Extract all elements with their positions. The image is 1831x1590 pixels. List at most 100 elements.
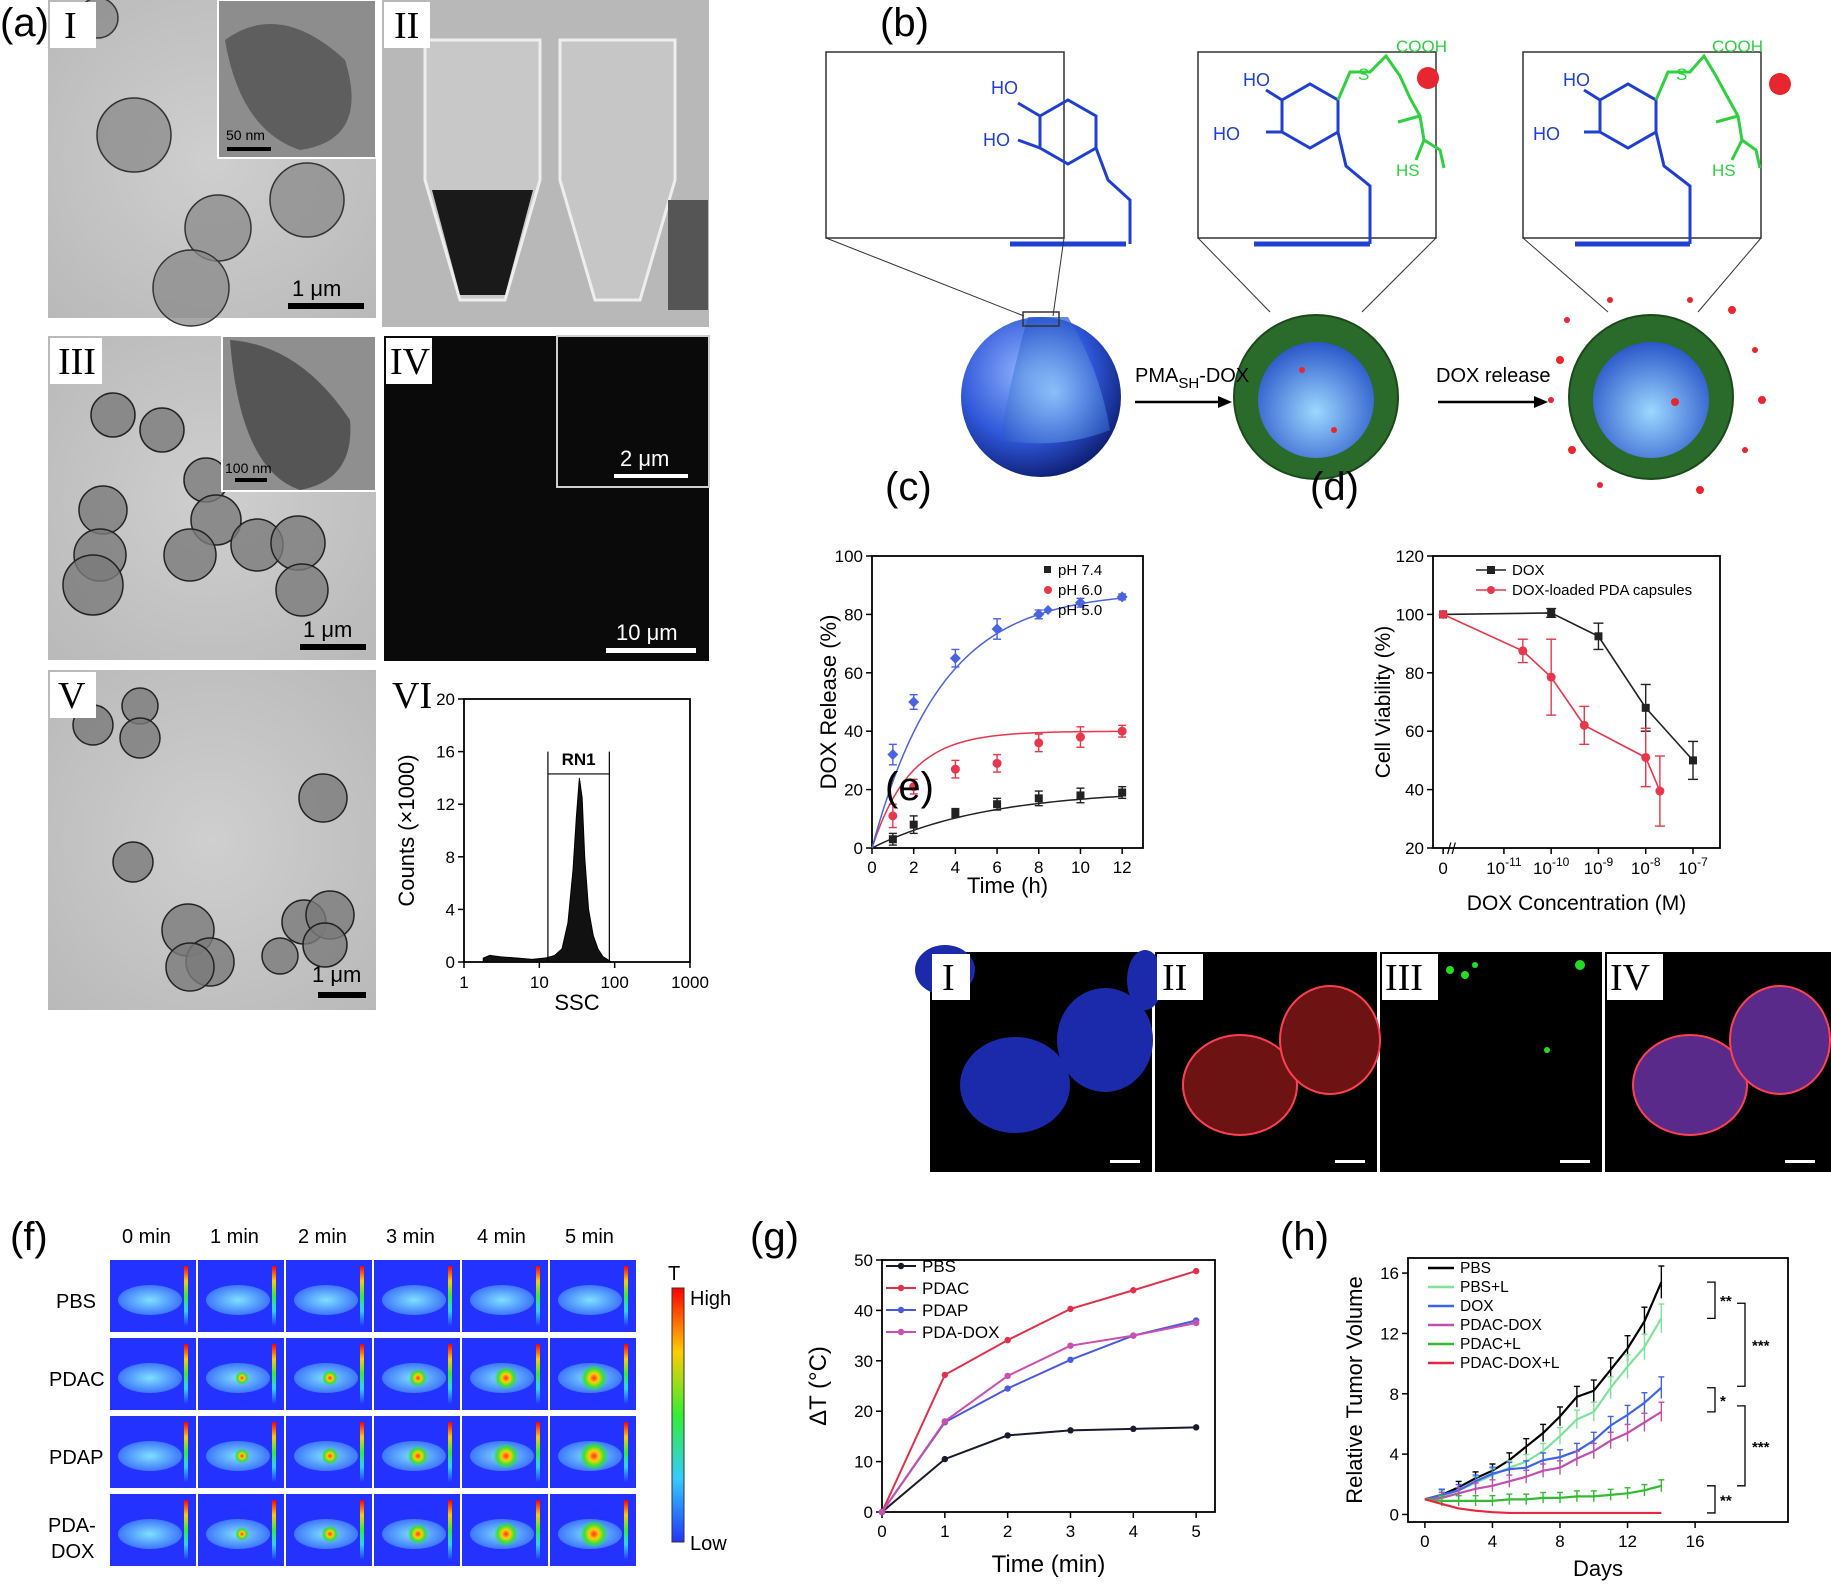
data-point: [888, 835, 897, 844]
cell-scale: [272, 1266, 276, 1326]
y-tick-label: 12: [436, 795, 455, 814]
molecule-box-3: [1522, 51, 1762, 239]
x-axis-label: DOX Concentration (M): [1467, 892, 1686, 915]
capsule-release-core: [1593, 342, 1709, 458]
data-point: [950, 764, 960, 774]
legend-label: PDAC+L: [1460, 1336, 1521, 1353]
x-tick-label: 12: [1113, 858, 1132, 877]
data-point: [1192, 1424, 1200, 1431]
cell-scale: [360, 1422, 364, 1482]
roman-bg-II: [384, 2, 430, 48]
tube-right: [558, 38, 677, 302]
hs-label-3: HS: [1712, 161, 1736, 180]
roman-a-II: II: [394, 5, 419, 47]
data-point: [1655, 786, 1665, 796]
x-tick-label: 4: [951, 858, 960, 877]
x-tick-label: 4: [1129, 1522, 1138, 1541]
data-point: [1034, 738, 1044, 748]
hot-spot: [235, 1527, 249, 1541]
x-tick-label: 10-7: [1678, 855, 1708, 878]
legend-label: pH 5.0: [1058, 602, 1102, 619]
scalebar-inset-I-label: 50 nm: [226, 127, 265, 143]
capsule-loaded-core: [1258, 342, 1374, 458]
data-point: [951, 808, 960, 817]
legend-marker: [1487, 566, 1495, 574]
data-point: [1641, 752, 1651, 762]
y-axis-label: Cell Viability (%): [1372, 626, 1395, 779]
cell-scale: [536, 1500, 540, 1560]
time-label-2: 2 min: [298, 1226, 347, 1248]
tube-left-content: [432, 190, 533, 295]
data-point: [1546, 672, 1556, 682]
significance-label: **: [1720, 1293, 1732, 1310]
data-point: [1688, 756, 1697, 765]
catechol-3: [1575, 82, 1692, 247]
significance-label: **: [1720, 1492, 1732, 1509]
series-line-0: [1443, 612, 1694, 761]
time-label-1: 1 min: [210, 1226, 259, 1248]
series-line-1: [1442, 613, 1661, 792]
scalebar-I-label: 1 μm: [292, 276, 341, 301]
capsules-I: [77, 0, 345, 327]
mouse-silhouette: [382, 1285, 446, 1315]
y-tick-label: 4: [1390, 1445, 1399, 1464]
panel-label-f: (f): [10, 1215, 48, 1259]
x-tick-label: 10-8: [1631, 855, 1661, 878]
cells-IV: [1632, 985, 1831, 1136]
x-tick-label: 0: [1420, 1532, 1429, 1551]
y-tick-label: 20: [436, 690, 455, 709]
mouse-silhouette: [118, 1519, 182, 1549]
release-chart: 0 20 40 60 80 100 DOX Release (%) Time (h) 0 2 4 6 8…: [816, 547, 1144, 898]
y-tick-label: 20: [1405, 839, 1424, 858]
data-point: [1118, 788, 1127, 797]
x-tick-label: 1000: [671, 973, 709, 992]
data-point: [1067, 1305, 1074, 1313]
pma-chain-3: [1654, 53, 1762, 169]
x-tick-label: 1: [459, 973, 468, 992]
legend-marker: [1044, 586, 1052, 594]
series-line-5: [1424, 1498, 1662, 1515]
data-point: [909, 820, 918, 829]
roman-bg-eIV: [1607, 954, 1663, 1000]
cell-scale: [184, 1266, 188, 1326]
ho-label-2a: HO: [1243, 70, 1270, 90]
row-label-pdac: PDAC: [49, 1369, 105, 1391]
legend-label: PBS: [1460, 1260, 1491, 1277]
time-label-5: 5 min: [565, 1226, 614, 1248]
y-tick-label: 120: [1396, 547, 1424, 566]
thermal-image-grid: [110, 1260, 636, 1566]
data-point: [1004, 1336, 1011, 1344]
x-axis-label: Time (min): [992, 1551, 1106, 1578]
ho-label-3a: HO: [1563, 70, 1590, 90]
legend-label: DOX-loaded PDA capsules: [1512, 582, 1692, 599]
legend-label: PBS: [922, 1257, 956, 1276]
photo-II-object: [668, 200, 708, 310]
x-tick-label: 8: [1555, 1532, 1564, 1551]
cell-scale: [448, 1422, 452, 1482]
axes-frame: [1407, 1257, 1789, 1523]
legend-marker: [897, 1262, 905, 1270]
data-point: [1547, 608, 1556, 617]
hot-spot: [407, 1445, 429, 1467]
y-tick-label: 8: [1390, 1385, 1399, 1404]
row-label-pdap: PDAP: [49, 1447, 103, 1469]
significance-bracket: [1707, 1485, 1716, 1514]
cell-scale: [448, 1344, 452, 1404]
data-point: [1004, 1385, 1011, 1392]
significance-bracket: [1737, 1302, 1746, 1387]
data-point: [1438, 609, 1448, 619]
axis-break-mark: //: [1447, 841, 1456, 858]
panel-label-d: (d): [1310, 465, 1359, 509]
data-point: [878, 1508, 886, 1516]
scale-title: T: [668, 1263, 680, 1285]
y-axis-label: Relative Tumor Volume: [1342, 1276, 1367, 1503]
significance-label: ***: [1752, 1439, 1770, 1456]
mouse-silhouette: [118, 1441, 182, 1471]
hot-spot: [322, 1370, 338, 1386]
scalebar-IV: [606, 648, 696, 653]
flow-cytometry-chart: 0 4 8 12 16 20 Counts (×1000) SSC 1 10 100 1000 RN1: [394, 690, 709, 1015]
y-tick-label: 100: [1396, 605, 1424, 624]
roman-e-III: III: [1385, 957, 1423, 999]
arrow-head-2: [1534, 396, 1548, 408]
data-point: [1518, 646, 1528, 656]
